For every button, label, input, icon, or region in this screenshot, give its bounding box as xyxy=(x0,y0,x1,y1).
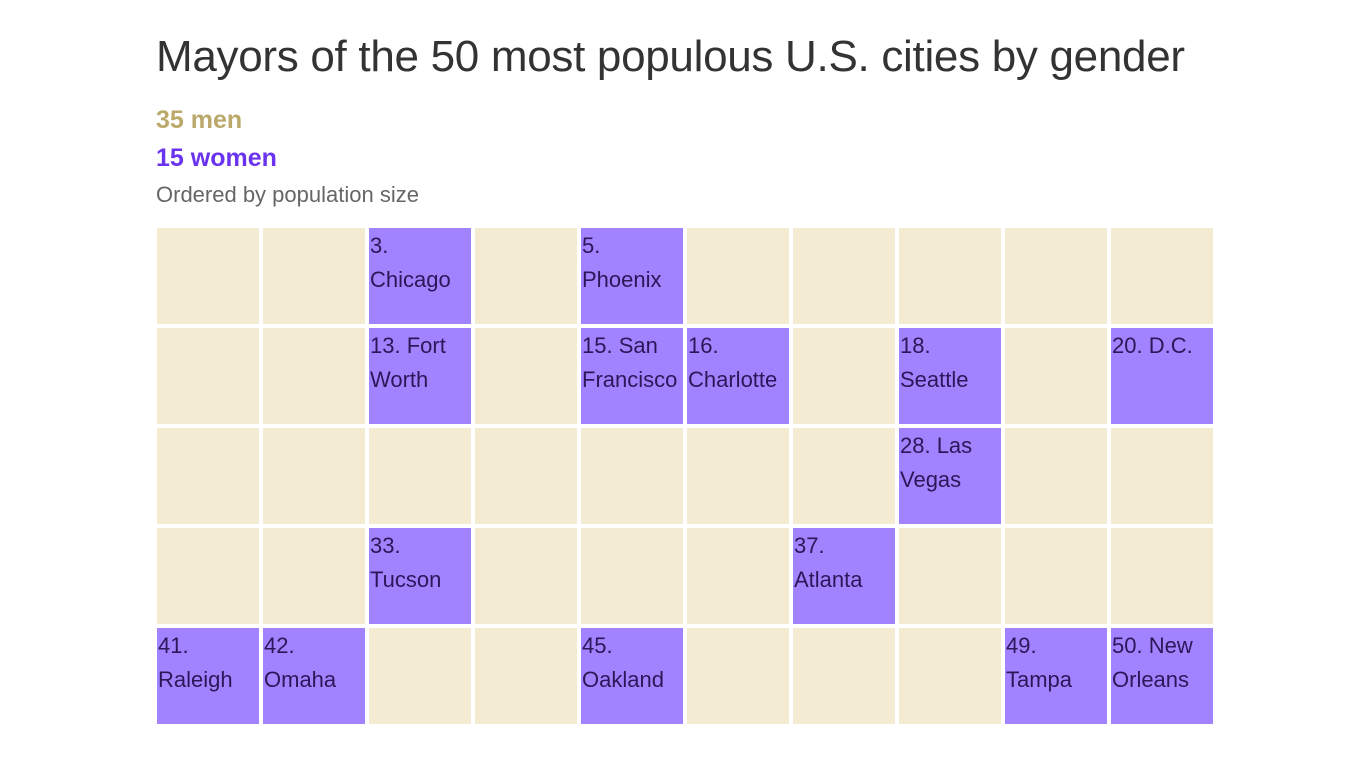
city-cell-14 xyxy=(475,328,577,424)
city-cell-22 xyxy=(263,428,365,524)
city-cell-8 xyxy=(899,228,1001,324)
city-cell-1 xyxy=(157,228,259,324)
city-cell-17 xyxy=(793,328,895,424)
city-cell-2 xyxy=(263,228,365,324)
city-cell-42: 42. Omaha xyxy=(263,628,365,724)
mayor-grid: 3. Chicago 5. Phoenix 13. Fort Worth 15. Sa… xyxy=(157,228,1216,728)
city-cell-31 xyxy=(157,528,259,624)
city-label-37: 37. Atlanta xyxy=(794,533,863,592)
city-label-41: 41. Raleigh xyxy=(158,633,233,692)
city-cell-34 xyxy=(475,528,577,624)
city-cell-24 xyxy=(475,428,577,524)
city-label-5: 5. Phoenix xyxy=(582,233,662,292)
city-cell-35 xyxy=(581,528,683,624)
city-label-28: 28. Las Vegas xyxy=(900,433,973,492)
city-cell-7 xyxy=(793,228,895,324)
city-label-3: 3. Chicago xyxy=(370,233,451,292)
city-label-50: 50. New Orleans xyxy=(1112,633,1193,692)
city-cell-27 xyxy=(793,428,895,524)
city-cell-45: 45. Oakland xyxy=(581,628,683,724)
city-cell-15: 15. San Francisco xyxy=(581,328,683,424)
city-cell-44 xyxy=(475,628,577,724)
city-cell-46 xyxy=(687,628,789,724)
city-label-18: 18. Seattle xyxy=(900,333,969,392)
chart-subtitle: Ordered by population size xyxy=(156,182,419,207)
city-cell-36 xyxy=(687,528,789,624)
city-cell-23 xyxy=(369,428,471,524)
legend-women: 15 women xyxy=(156,144,277,172)
city-label-15: 15. San Francisco xyxy=(582,333,678,392)
city-cell-16: 16. Charlotte xyxy=(687,328,789,424)
chart-title: Mayors of the 50 most populous U.S. citi… xyxy=(156,32,1185,81)
city-label-49: 49. Tampa xyxy=(1006,633,1073,692)
city-cell-25 xyxy=(581,428,683,524)
city-cell-21 xyxy=(157,428,259,524)
city-cell-18: 18. Seattle xyxy=(899,328,1001,424)
city-cell-9 xyxy=(1005,228,1107,324)
legend-men: 35 men xyxy=(156,106,243,134)
city-cell-38 xyxy=(899,528,1001,624)
city-cell-43 xyxy=(369,628,471,724)
city-cell-11 xyxy=(157,328,259,424)
city-label-16: 16. Charlotte xyxy=(688,333,778,392)
city-cell-3: 3. Chicago xyxy=(369,228,471,324)
city-cell-10 xyxy=(1111,228,1213,324)
city-cell-4 xyxy=(475,228,577,324)
city-cell-40 xyxy=(1111,528,1213,624)
city-cell-29 xyxy=(1005,428,1107,524)
city-cell-28: 28. Las Vegas xyxy=(899,428,1001,524)
city-cell-26 xyxy=(687,428,789,524)
city-cell-13: 13. Fort Worth xyxy=(369,328,471,424)
city-cell-6 xyxy=(687,228,789,324)
city-cell-5: 5. Phoenix xyxy=(581,228,683,324)
city-cell-39 xyxy=(1005,528,1107,624)
city-label-45: 45. Oakland xyxy=(582,633,664,692)
city-cell-48 xyxy=(899,628,1001,724)
city-cell-47 xyxy=(793,628,895,724)
city-label-33: 33. Tucson xyxy=(370,533,442,592)
city-cell-49: 49. Tampa xyxy=(1005,628,1107,724)
city-label-13: 13. Fort Worth xyxy=(370,333,446,392)
city-cell-20: 20. D.C. xyxy=(1111,328,1213,424)
city-cell-41: 41. Raleigh xyxy=(157,628,259,724)
city-label-42: 42. Omaha xyxy=(264,633,337,692)
city-cell-19 xyxy=(1005,328,1107,424)
city-cell-50: 50. New Orleans xyxy=(1111,628,1213,724)
city-cell-12 xyxy=(263,328,365,424)
city-label-20: 20. D.C. xyxy=(1112,333,1193,358)
city-cell-32 xyxy=(263,528,365,624)
city-cell-37: 37. Atlanta xyxy=(793,528,895,624)
city-cell-33: 33. Tucson xyxy=(369,528,471,624)
city-cell-30 xyxy=(1111,428,1213,524)
